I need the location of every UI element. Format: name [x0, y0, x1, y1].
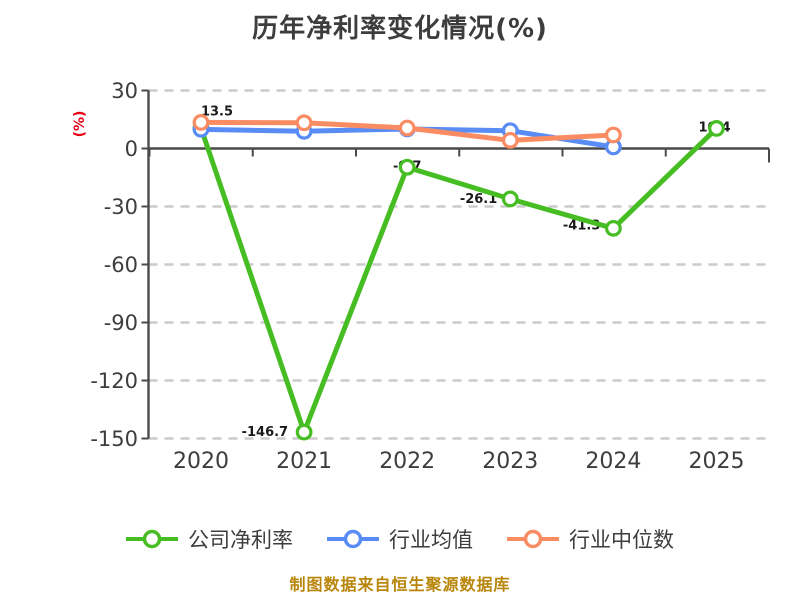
- x-tick-label-2025: 2025: [689, 449, 745, 474]
- chart-title: 历年净利率变化情况(%): [252, 14, 548, 44]
- data-point-industry-median-2024: [605, 126, 622, 144]
- chart-legend: 公司净利率 行业均值 行业中位数: [0, 524, 800, 554]
- legend-item-industry-average: 行业均值: [327, 524, 473, 554]
- value-label-2023: -26.1: [460, 192, 497, 207]
- legend-label-industry-average: 行业均值: [389, 528, 473, 552]
- x-tick-label-2020: 2020: [173, 449, 229, 474]
- y-tick-label--30: -30: [104, 195, 138, 219]
- y-tick-label-30: 30: [111, 79, 138, 103]
- data-source-footer: 制图数据来自恒生聚源数据库: [289, 575, 511, 594]
- y-tick-label--90: -90: [104, 311, 138, 335]
- data-point-company-net-margin-2024: [605, 219, 622, 237]
- data-point-industry-median-2023: [501, 131, 519, 149]
- legend-label-company-net-margin: 公司净利率: [188, 528, 293, 552]
- legend-marker-industry-average-icon: [327, 529, 379, 549]
- legend-item-company-net-margin: 公司净利率: [126, 524, 293, 554]
- x-tick-label-2021: 2021: [276, 449, 332, 474]
- legend-label-industry-median: 行业中位数: [569, 528, 674, 552]
- data-point-company-net-margin-2025: [708, 119, 725, 137]
- value-label-2021: -146.7: [242, 425, 289, 440]
- legend-marker-industry-median-icon: [507, 529, 559, 549]
- data-point-industry-median-2020: [192, 113, 210, 131]
- data-point-industry-median-2021: [295, 114, 313, 132]
- legend-marker-company-net-margin-icon: [126, 529, 178, 549]
- data-point-company-net-margin-2023: [501, 190, 519, 208]
- y-tick-label--60: -60: [104, 253, 138, 277]
- legend-item-industry-median: 行业中位数: [507, 524, 674, 554]
- series-line-company-net-margin: [198, 125, 719, 435]
- x-tick-label-2023: 2023: [482, 449, 538, 474]
- data-point-industry-median-2022: [398, 119, 416, 137]
- value-label-2020: 13.5: [201, 104, 233, 119]
- y-tick-label-0: 0: [125, 137, 138, 161]
- data-point-company-net-margin-2022: [398, 158, 416, 176]
- y-tick-label--120: -120: [90, 369, 138, 393]
- y-tick-label--150: -150: [90, 427, 138, 451]
- x-tick-label-2024: 2024: [585, 449, 641, 474]
- data-point-company-net-margin-2021: [295, 423, 313, 441]
- x-tick-label-2022: 2022: [379, 449, 435, 474]
